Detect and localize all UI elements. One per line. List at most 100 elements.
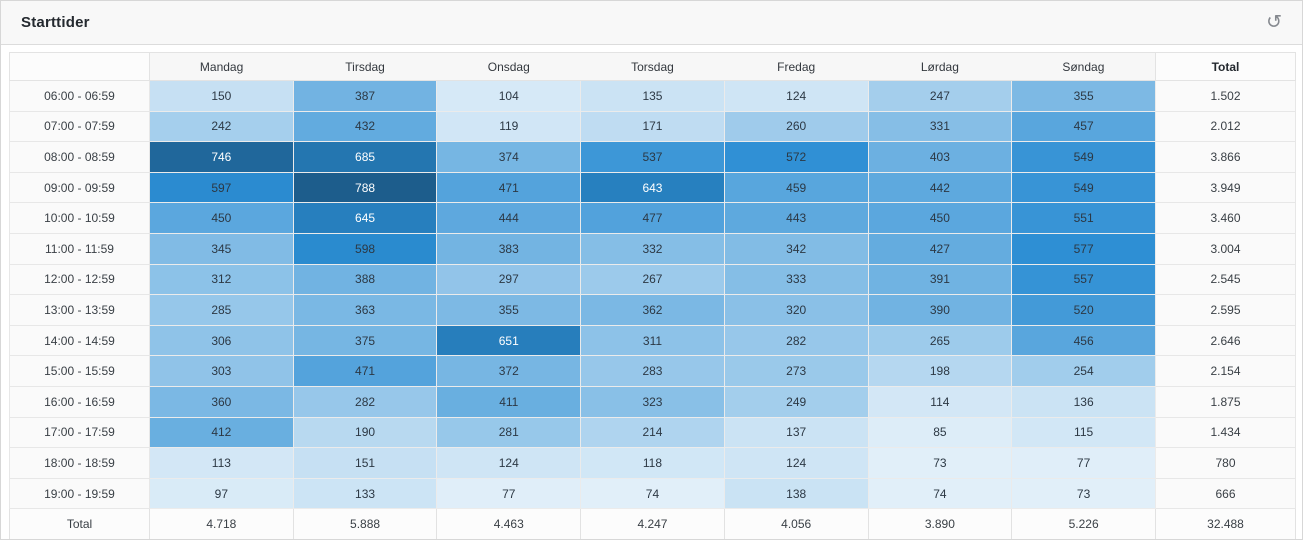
heatmap-cell: 333 bbox=[723, 263, 869, 296]
heatmap-cell: 387 bbox=[292, 80, 438, 112]
heatmap-cell: 249 bbox=[723, 385, 869, 418]
row-total-cell: 3.004 bbox=[1155, 232, 1296, 265]
heatmap-cell: 150 bbox=[149, 80, 294, 112]
heatmap-cell: 549 bbox=[1011, 141, 1156, 173]
heatmap-cell: 320 bbox=[723, 294, 869, 326]
table-row: 16:00 - 16:59 360 282 411 323 249 114 136 1.875 bbox=[9, 385, 1296, 418]
table-body: 06:00 - 06:59 150 387 104 135 124 247 355 1.502 0… bbox=[9, 80, 1296, 510]
heatmap-cell: 390 bbox=[867, 294, 1013, 326]
time-row-header: 14:00 - 14:59 bbox=[9, 324, 150, 357]
heatmap-cell: 303 bbox=[149, 355, 294, 387]
heatmap-cell: 432 bbox=[292, 110, 438, 143]
table-row: 13:00 - 13:59 285 363 355 362 320 390 520 2.595 bbox=[9, 294, 1296, 326]
column-total-cell: 4.718 bbox=[149, 508, 294, 539]
heatmap-cell: 456 bbox=[1011, 324, 1156, 357]
heatmap-cell: 471 bbox=[436, 171, 582, 204]
heatmap-cell: 138 bbox=[723, 477, 869, 510]
heatmap-cell: 477 bbox=[580, 202, 725, 234]
column-total-cell: 4.463 bbox=[436, 508, 582, 539]
heatmap-cell: 746 bbox=[149, 141, 294, 173]
heatmap-cell: 372 bbox=[436, 355, 582, 387]
page-title: Starttider bbox=[21, 14, 90, 31]
total-column-header: Total bbox=[1155, 52, 1296, 81]
heatmap-cell: 331 bbox=[867, 110, 1013, 143]
heatmap-cell: 137 bbox=[723, 416, 869, 449]
heatmap-cell: 572 bbox=[723, 141, 869, 173]
table-head: Mandag Tirsdag Onsdag Torsdag Fredag Lørdag Sø… bbox=[9, 52, 1296, 81]
table-row: 15:00 - 15:59 303 471 372 283 273 198 254 2.154 bbox=[9, 355, 1296, 387]
column-total-cell: 3.890 bbox=[867, 508, 1013, 539]
heatmap-cell: 788 bbox=[292, 171, 438, 204]
heatmap-cell: 285 bbox=[149, 294, 294, 326]
heatmap-cell: 459 bbox=[723, 171, 869, 204]
table-row: 12:00 - 12:59 312 388 297 267 333 391 557 2.545 bbox=[9, 263, 1296, 296]
heatmap-cell: 77 bbox=[436, 477, 582, 510]
time-row-header: 13:00 - 13:59 bbox=[9, 294, 150, 326]
heatmap-cell: 442 bbox=[867, 171, 1013, 204]
heatmap-cell: 267 bbox=[580, 263, 725, 296]
heatmap-cell: 355 bbox=[436, 294, 582, 326]
row-total-cell: 780 bbox=[1155, 447, 1296, 479]
heatmap-cell: 283 bbox=[580, 355, 725, 387]
heatmap-cell: 312 bbox=[149, 263, 294, 296]
heatmap-cell: 323 bbox=[580, 385, 725, 418]
table-row: 08:00 - 08:59 746 685 374 537 572 403 549 3.866 bbox=[9, 141, 1296, 173]
table-row: 19:00 - 19:59 97 133 77 74 138 74 73 666 bbox=[9, 477, 1296, 510]
heatmap-cell: 297 bbox=[436, 263, 582, 296]
heatmap-cell: 412 bbox=[149, 416, 294, 449]
time-row-header: 11:00 - 11:59 bbox=[9, 232, 150, 265]
heatmap-cell: 73 bbox=[867, 447, 1013, 479]
heatmap-cell: 171 bbox=[580, 110, 725, 143]
heatmap-cell: 77 bbox=[1011, 447, 1156, 479]
row-total-cell: 2.012 bbox=[1155, 110, 1296, 143]
row-total-cell: 2.154 bbox=[1155, 355, 1296, 387]
row-total-cell: 3.866 bbox=[1155, 141, 1296, 173]
day-column-header: Onsdag bbox=[436, 52, 581, 81]
day-column-header: Søndag bbox=[1011, 52, 1156, 81]
heatmap-cell: 104 bbox=[436, 80, 582, 112]
heatmap-cell: 360 bbox=[149, 385, 294, 418]
time-row-header: 17:00 - 17:59 bbox=[9, 416, 150, 449]
heatmap-cell: 85 bbox=[867, 416, 1013, 449]
heatmap-cell: 444 bbox=[436, 202, 582, 234]
heatmap-cell: 242 bbox=[149, 110, 294, 143]
heatmap-cell: 551 bbox=[1011, 202, 1156, 234]
table-row: 10:00 - 10:59 450 645 444 477 443 450 551 3.460 bbox=[9, 202, 1296, 234]
row-total-cell: 1.875 bbox=[1155, 385, 1296, 418]
heatmap-cell: 685 bbox=[292, 141, 438, 173]
heatmap-cell: 282 bbox=[723, 324, 869, 357]
grand-total-cell: 32.488 bbox=[1155, 508, 1296, 539]
heatmap-cell: 74 bbox=[867, 477, 1013, 510]
refresh-button[interactable]: ↺ bbox=[1266, 13, 1282, 32]
heatmap-cell: 151 bbox=[292, 447, 438, 479]
heatmap-cell: 471 bbox=[292, 355, 438, 387]
table-row: 14:00 - 14:59 306 375 651 311 282 265 456 2.646 bbox=[9, 324, 1296, 357]
heatmap-cell: 247 bbox=[867, 80, 1013, 112]
time-row-header: 08:00 - 08:59 bbox=[9, 141, 150, 173]
table-row: 11:00 - 11:59 345 598 383 332 342 427 577 3.004 bbox=[9, 232, 1296, 265]
heatmap-cell: 124 bbox=[723, 80, 869, 112]
time-row-header: 15:00 - 15:59 bbox=[9, 355, 150, 387]
heatmap-cell: 133 bbox=[292, 477, 438, 510]
heatmap-cell: 443 bbox=[723, 202, 869, 234]
header-row: Mandag Tirsdag Onsdag Torsdag Fredag Lørdag Sø… bbox=[9, 52, 1296, 81]
day-column-header: Fredag bbox=[724, 52, 869, 81]
heatmap-cell: 190 bbox=[292, 416, 438, 449]
heatmap-cell: 260 bbox=[723, 110, 869, 143]
heatmap-cell: 74 bbox=[580, 477, 725, 510]
column-total-cell: 5.226 bbox=[1011, 508, 1156, 539]
heatmap-cell: 114 bbox=[867, 385, 1013, 418]
heatmap-cell: 136 bbox=[1011, 385, 1156, 418]
table-foot: Total 4.718 5.888 4.463 4.247 4.056 3.890 5.226… bbox=[9, 508, 1296, 539]
day-column-header: Mandag bbox=[149, 52, 294, 81]
heatmap-cell: 375 bbox=[292, 324, 438, 357]
time-row-header: 09:00 - 09:59 bbox=[9, 171, 150, 204]
time-row-header: 12:00 - 12:59 bbox=[9, 263, 150, 296]
row-total-cell: 3.949 bbox=[1155, 171, 1296, 204]
heatmap-cell: 97 bbox=[149, 477, 294, 510]
heatmap-cell: 342 bbox=[723, 232, 869, 265]
table-row: 09:00 - 09:59 597 788 471 643 459 442 549 3.949 bbox=[9, 171, 1296, 204]
day-column-header: Torsdag bbox=[580, 52, 725, 81]
heatmap-cell: 135 bbox=[580, 80, 725, 112]
heatmap-cell: 537 bbox=[580, 141, 725, 173]
